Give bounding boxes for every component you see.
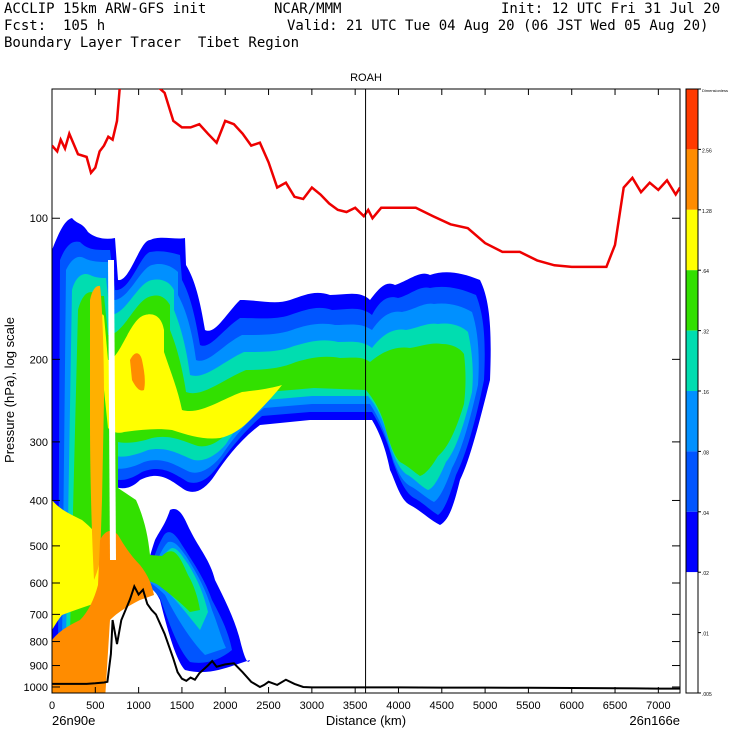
x-tick-label: 6000 — [559, 700, 583, 712]
x-axis-label: Distance (km) — [326, 713, 406, 728]
colorbar-swatch — [686, 451, 698, 512]
y-tick-label: 400 — [30, 495, 48, 507]
x-tick-label: 500 — [86, 700, 104, 712]
colorbar-swatch — [686, 209, 698, 271]
chart-title: ROAH — [350, 72, 382, 84]
colorbar-label: .16 — [702, 390, 709, 396]
x-tick-label: 6500 — [603, 700, 627, 712]
init-time: Init: 12 UTC Fri 31 Jul 20 — [501, 1, 721, 17]
y-tick-label: 200 — [30, 354, 48, 366]
x-tick-label: 1000 — [126, 700, 150, 712]
x-tick-label: 7000 — [646, 700, 670, 712]
institution-label: NCAR/MMM — [274, 1, 342, 17]
terrain-line — [52, 583, 680, 690]
colorbar-label: .08 — [702, 450, 709, 456]
colorbar-label: .005 — [702, 692, 712, 698]
field-title: Boundary Layer Tracer Tibet Region — [4, 35, 300, 51]
colorbar-swatch — [686, 270, 698, 331]
colorbar-swatch — [686, 572, 698, 633]
tropopause-line — [52, 89, 680, 269]
forecast-hour: Fcst: 105 h — [4, 18, 106, 34]
y-tick-label: 500 — [30, 541, 48, 553]
y-axis-label: Pressure (hPa), log scale — [2, 317, 17, 463]
y-tick-label: 800 — [30, 637, 48, 649]
x-tick-label: 4000 — [386, 700, 410, 712]
colorbar-swatch — [686, 149, 698, 210]
y-tick-label: 900 — [30, 661, 48, 673]
y-tick-label: 600 — [30, 578, 48, 590]
colorbar-label: Dimensionless — [702, 88, 728, 93]
colorbar-swatch — [686, 330, 698, 391]
colorbar: Dimensionless 2.56 1.28 .64 .32 .16 .08 .04 .02.… — [685, 88, 728, 698]
x-tick-label: 2500 — [256, 700, 280, 712]
x-tick-label: 5500 — [516, 700, 540, 712]
y-tick-label: 100 — [30, 213, 48, 225]
x-tick-label: 2000 — [213, 700, 237, 712]
colorbar-label: .04 — [702, 511, 709, 517]
colorbar-swatch — [686, 511, 698, 573]
y-tick-label: 1000 — [24, 682, 48, 694]
colorbar-swatch — [686, 632, 698, 693]
colorbar-label: .64 — [702, 269, 709, 275]
x-tick-label: 3500 — [343, 700, 367, 712]
run-title: ACCLIP 15km ARW-GFS init — [4, 1, 207, 17]
x-tick-label: 0 — [49, 700, 55, 712]
x-end-label: 26n166e — [629, 713, 680, 728]
x-start-label: 26n90e — [52, 713, 95, 728]
colorbar-label: .02 — [702, 571, 709, 577]
colorbar-label: .01 — [702, 632, 709, 638]
colorbar-swatch — [686, 391, 698, 452]
colorbar-label: 2.56 — [702, 148, 712, 154]
y-tick-label: 700 — [30, 609, 48, 621]
colorbar-swatch — [686, 89, 698, 150]
colorbar-label: .32 — [702, 330, 709, 336]
tracer-filled-contours — [52, 218, 491, 693]
x-tick-label: 3000 — [300, 700, 324, 712]
x-tick-label: 4500 — [430, 700, 454, 712]
valid-time: Valid: 21 UTC Tue 04 Aug 20 (06 JST Wed … — [287, 18, 709, 34]
x-tick-label: 1500 — [170, 700, 194, 712]
colorbar-label: 1.28 — [702, 209, 712, 215]
y-tick-label: 300 — [30, 437, 48, 449]
x-tick-label: 5000 — [473, 700, 497, 712]
